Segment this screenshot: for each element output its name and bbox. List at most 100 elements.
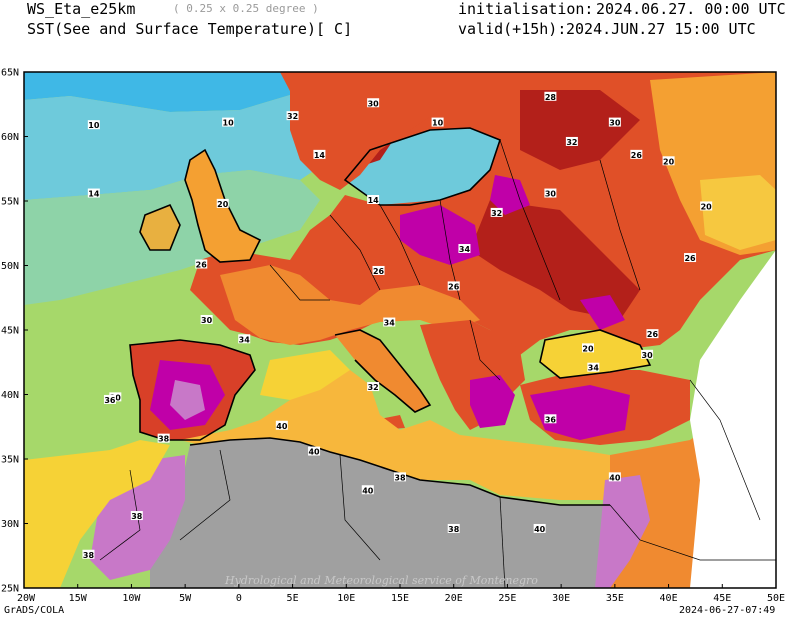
- variable-title: SST(See and Surface Temperature)[ C]: [27, 20, 353, 38]
- contour-label: 10: [431, 117, 444, 128]
- lon-tick-label: 0: [236, 593, 242, 604]
- contour-label: 26: [372, 265, 385, 276]
- contour-label: 20: [662, 156, 675, 166]
- contour-label: 14: [313, 149, 326, 160]
- contour-label: 34: [238, 334, 251, 344]
- contour-label: 30: [641, 349, 654, 360]
- lon-tick-label: 5E: [287, 593, 299, 604]
- init-label: initialisation:: [458, 0, 594, 18]
- lon-tick-label: 15E: [391, 593, 409, 604]
- country-borders: [99, 139, 776, 588]
- land-greece-hot: [470, 375, 515, 428]
- contour-label: 26: [630, 149, 643, 160]
- map-field: [24, 72, 776, 588]
- land-iberia-lilac: [170, 380, 205, 420]
- svg-text:26: 26: [448, 282, 460, 291]
- svg-text:32: 32: [491, 209, 502, 218]
- lon-tick-label: 45E: [713, 593, 731, 604]
- land-east-yellow: [700, 175, 776, 250]
- lon-tick-label: 35E: [606, 593, 624, 604]
- valid-label: valid(+15h):: [458, 20, 567, 38]
- contour-label: 32: [490, 207, 503, 218]
- contour-label: 14: [87, 188, 100, 199]
- svg-text:10: 10: [88, 121, 100, 130]
- svg-text:38: 38: [158, 435, 170, 444]
- svg-text:26: 26: [196, 261, 208, 270]
- contour-label: 10: [87, 120, 100, 130]
- svg-text:30: 30: [368, 99, 380, 108]
- land-africa: [150, 438, 610, 588]
- land-hot-core: [470, 200, 640, 320]
- svg-text:38: 38: [83, 551, 95, 560]
- lat-tick-label: 35N: [1, 455, 19, 466]
- lat-tick-label: 50N: [1, 261, 19, 272]
- svg-text:38: 38: [448, 525, 460, 534]
- svg-text:30: 30: [201, 316, 213, 325]
- model-name: WS_Eta_e25km: [27, 0, 136, 18]
- contour-label: 28: [544, 91, 557, 102]
- svg-text:10: 10: [432, 119, 444, 128]
- longitude-ticks: 20W 15W 10W 5W 0 5E 10E 15E 20E 25E 30E 35E 40E 45E 50…: [17, 584, 785, 604]
- sea-tyrrhenian: [260, 350, 350, 400]
- svg-text:10: 10: [223, 119, 235, 128]
- svg-text:32: 32: [566, 138, 577, 147]
- lon-tick-label: 20W: [17, 593, 36, 604]
- latitude-ticks: 25N 30N 35N 40N 45N 50N 55N 60N 65N: [1, 68, 28, 595]
- contour-label: 38: [130, 511, 143, 521]
- sst-band-yellow: [24, 440, 170, 588]
- contour-label: 40: [275, 420, 288, 431]
- lat-tick-label: 55N: [1, 197, 19, 208]
- lat-tick-label: 60N: [1, 132, 19, 143]
- sst-band-cyan: [24, 72, 350, 200]
- lon-tick-label: 5W: [179, 593, 192, 604]
- svg-text:32: 32: [368, 383, 379, 392]
- contour-label: 36: [103, 394, 116, 405]
- lat-tick-label: 45N: [1, 326, 19, 337]
- contour-label: 14: [367, 195, 380, 205]
- svg-text:40: 40: [534, 525, 546, 534]
- init-value: 2024.06.27. 00:00 UTC: [596, 0, 786, 18]
- contour-label: 38: [394, 472, 406, 482]
- svg-text:30: 30: [545, 190, 557, 199]
- contour-label: 32: [286, 111, 299, 121]
- contour-label: 38: [447, 523, 460, 534]
- svg-text:26: 26: [684, 254, 696, 263]
- svg-text:38: 38: [394, 473, 406, 482]
- land-magenta-core: [580, 295, 625, 330]
- contour-label: 40: [608, 472, 621, 482]
- contour-label: 40: [533, 523, 546, 534]
- software-credit: GrADS/COLA: [4, 605, 65, 616]
- watermark: Hydrological and Meteorological service …: [224, 574, 538, 587]
- contour-label: 30: [200, 314, 213, 325]
- svg-text:20: 20: [701, 202, 713, 211]
- land-scandinavia: [290, 72, 440, 190]
- lat-tick-label: 25N: [1, 584, 19, 595]
- contour-label: 20: [582, 343, 594, 353]
- contour-label: 20: [700, 201, 713, 211]
- contour-label: 26: [684, 253, 697, 263]
- contour-label: 34: [383, 317, 396, 328]
- svg-text:14: 14: [88, 190, 100, 199]
- coastlines: [129, 127, 652, 506]
- lat-tick-label: 65N: [1, 68, 19, 79]
- contour-label: 30: [544, 188, 557, 199]
- svg-text:20: 20: [582, 344, 594, 353]
- svg-text:20: 20: [217, 200, 229, 209]
- lon-tick-label: 10E: [337, 593, 355, 604]
- svg-text:30: 30: [609, 119, 621, 128]
- svg-text:20: 20: [663, 157, 675, 166]
- contour-label: 26: [195, 259, 208, 270]
- lon-tick-label: 40E: [660, 593, 678, 604]
- contour-label: 38: [157, 433, 170, 444]
- svg-text:26: 26: [647, 330, 659, 339]
- sea-mediterranean: [180, 370, 610, 500]
- land-ireland: [140, 205, 180, 250]
- land-middle-east-lilac: [595, 475, 650, 588]
- svg-text:36: 36: [104, 396, 116, 405]
- svg-text:40: 40: [308, 448, 320, 457]
- land-turkey-hot: [530, 385, 630, 440]
- contour-label: 34: [458, 244, 471, 254]
- contour-label: 40: [361, 485, 374, 495]
- contour-label: 26: [447, 281, 460, 291]
- contour-label: 26: [646, 329, 659, 339]
